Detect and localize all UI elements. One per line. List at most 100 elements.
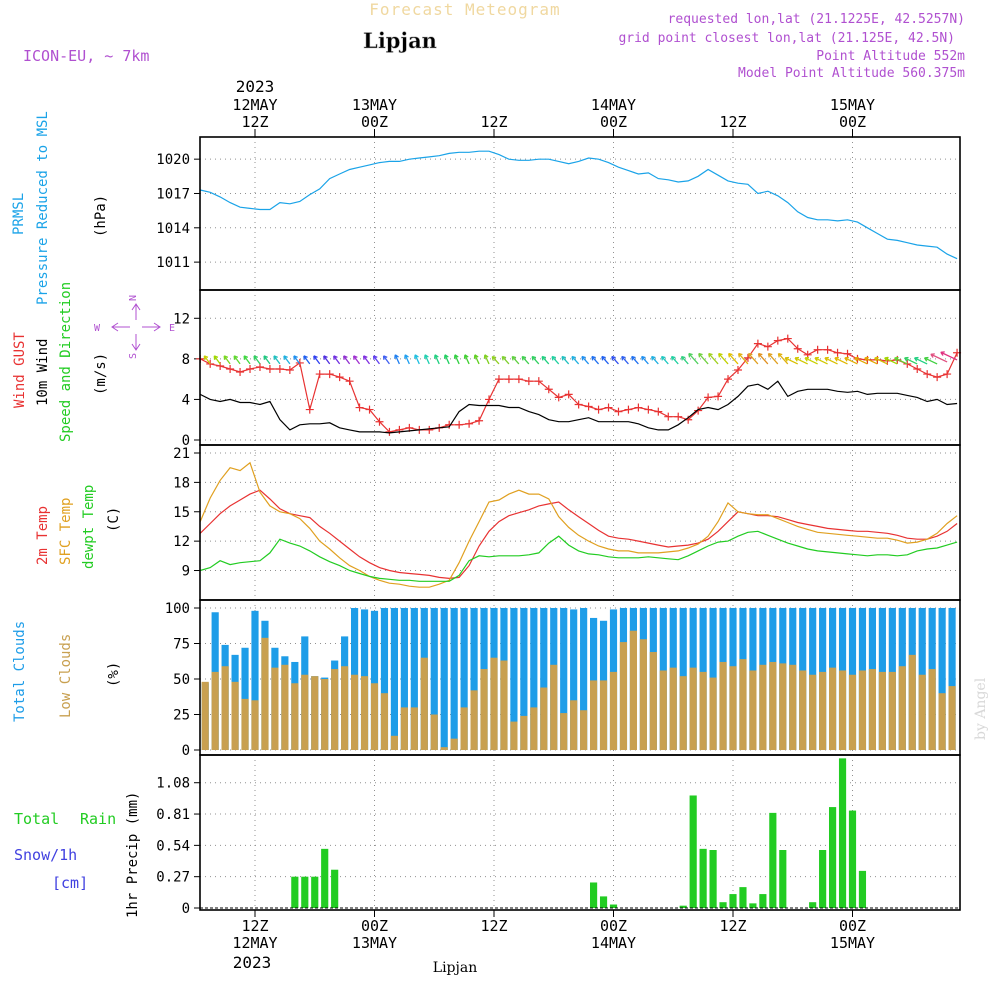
compass-rose: N S W E	[94, 295, 175, 359]
low-clouds-bar	[868, 669, 877, 750]
total-clouds-bar	[470, 608, 478, 750]
gust-marker	[783, 334, 792, 343]
low-clouds-bar	[291, 683, 299, 750]
top-hour-label: 12Z	[719, 113, 746, 131]
low-clouds-bar	[799, 670, 807, 750]
gust-marker	[325, 370, 334, 379]
watermark: by Angel	[973, 677, 989, 740]
wind-arrow	[453, 354, 460, 365]
total-clouds-bar	[560, 608, 568, 750]
low-clouds-bar	[520, 715, 528, 750]
hpa-label: (hPa)	[93, 195, 109, 237]
wind-arrow	[824, 356, 838, 365]
low-clouds-bar	[848, 674, 857, 750]
y-tick-label: 75	[173, 637, 190, 653]
total-clouds-bar	[430, 608, 438, 750]
ms-label: (m/s)	[93, 353, 109, 395]
top-hour-label: 12Z	[480, 113, 507, 131]
total-clouds-bar	[520, 608, 528, 750]
wind-arrow	[864, 356, 878, 365]
low-clouds-bar	[271, 667, 279, 750]
wind-arrow	[571, 355, 580, 365]
total-clouds-bar	[948, 608, 956, 750]
rain-bar	[689, 795, 697, 908]
rain-bar	[858, 870, 867, 908]
precip-label: 1hr Precip (mm)	[125, 792, 141, 918]
wind-arrow	[491, 355, 500, 365]
low-clouds-bar	[769, 661, 777, 750]
low-clouds-bar	[500, 660, 508, 750]
low-clouds-bar	[370, 683, 379, 750]
wind-arrow	[737, 352, 749, 365]
gust-marker	[823, 345, 832, 354]
low-clouds-bar	[360, 676, 369, 750]
bottom-hour-label: 00Z	[600, 917, 627, 935]
rain-bar	[709, 850, 717, 908]
bottom-date-label: 13MAY	[352, 934, 397, 952]
temp2m-label: 2m Temp	[35, 506, 51, 565]
low-clouds-bar	[231, 681, 239, 750]
gust-marker	[315, 370, 324, 379]
bottom-hour-label: 12Z	[719, 917, 746, 935]
gust-marker	[465, 419, 474, 428]
wind-arrow	[923, 356, 938, 365]
wind-arrow	[698, 352, 709, 365]
dewpt-label: dewpt Temp	[81, 485, 97, 569]
total-clouds-bar	[530, 608, 538, 750]
low-clouds-bar	[420, 657, 428, 750]
gust-marker	[445, 420, 454, 429]
y-tick-label: 0	[182, 433, 190, 449]
low-clouds-bar	[410, 707, 418, 750]
top-hour-label: 00Z	[839, 113, 866, 131]
gust-marker	[913, 365, 922, 373]
low-clouds-bar	[749, 670, 757, 750]
panel-pressure: 1011 1014 1017 1020	[156, 136, 961, 291]
bottom-hour-label: 00Z	[839, 917, 866, 935]
total-clouds-bar	[390, 608, 399, 750]
rain-bar	[809, 902, 817, 908]
low-clouds-bar	[380, 693, 389, 750]
footer-station: Lipjan	[433, 960, 477, 976]
gust-marker	[943, 370, 952, 379]
low-clouds-bar	[350, 674, 359, 750]
wind-arrow	[343, 355, 351, 365]
rain-bar	[759, 894, 767, 908]
wind-arrow	[501, 355, 510, 365]
total-clouds-bar	[540, 608, 548, 750]
wind-arrow	[757, 352, 769, 365]
low-clouds-bar	[709, 677, 717, 750]
gust-marker	[634, 403, 643, 412]
wind-arrow	[463, 354, 470, 365]
wind-arrow	[414, 354, 420, 365]
year-top: 2023	[236, 77, 275, 96]
y-tick-label: 100	[165, 601, 190, 617]
compass-n: N	[128, 295, 139, 301]
wind-arrow	[804, 356, 818, 365]
wind-arrow	[718, 352, 729, 365]
rain-bar	[819, 850, 827, 908]
low-clouds-bar	[550, 664, 558, 750]
compass-s: S	[128, 353, 139, 359]
gust-marker	[624, 405, 633, 414]
gust-marker	[285, 366, 294, 375]
gust-marker	[524, 377, 533, 386]
wind-arrow	[353, 355, 361, 365]
top-date-label: 12MAY	[232, 96, 277, 114]
gust-marker	[773, 336, 782, 345]
low-clouds-bar	[390, 735, 399, 750]
gust-marker	[753, 339, 762, 348]
low-clouds-bar	[809, 674, 817, 750]
low-clouds-bar	[928, 669, 936, 750]
low-clouds-bar	[281, 664, 289, 750]
wind-arrow	[641, 355, 649, 365]
rain-bar	[739, 887, 747, 908]
wind-arrow	[794, 356, 808, 365]
low-clouds-label: Low Clouds	[58, 634, 74, 718]
low-clouds-bar	[251, 700, 259, 750]
gust-marker	[246, 365, 255, 373]
bottom-hour-label: 00Z	[361, 917, 388, 935]
wind-arrow	[273, 355, 281, 365]
y-tick-label: 0.81	[156, 807, 190, 823]
wind-arrow	[394, 354, 400, 365]
gust-marker	[584, 402, 593, 411]
